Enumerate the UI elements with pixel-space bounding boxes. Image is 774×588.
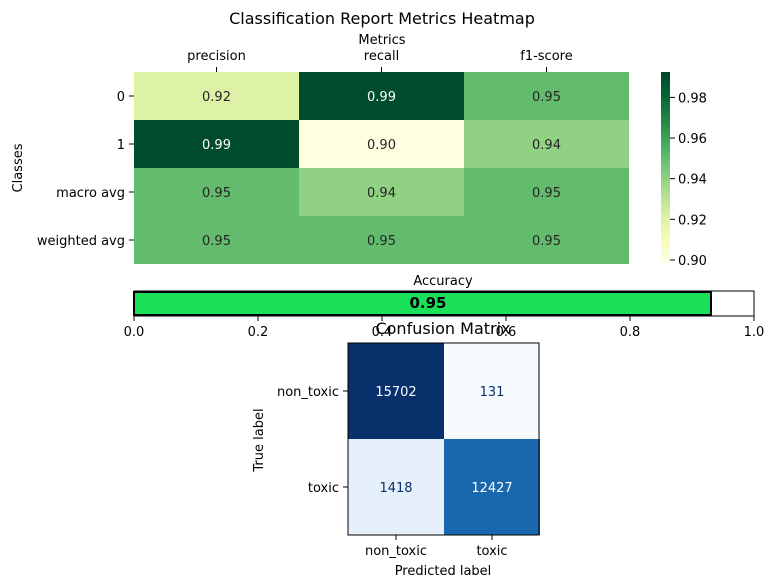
confusion-matrix-y-tick-label: non_toxic — [277, 385, 339, 400]
accuracy-x-tick-label: 0.2 — [248, 325, 269, 340]
heatmap-cell — [299, 216, 464, 264]
confusion-matrix: 15702 131 1418 12427 Confusion Matrix non_t… — [252, 319, 540, 579]
colorbar-tick-label: 0.94 — [678, 173, 707, 188]
heatmap-column-ticks: precision recall f1-score — [187, 49, 573, 72]
heatmap-x-axis-label: Metrics — [358, 33, 405, 48]
heatmap-cell — [134, 72, 299, 120]
heatmap-cell — [464, 216, 629, 264]
confusion-matrix-x-tick-label: toxic — [476, 544, 507, 559]
heatmap-row-ticks: 0 1 macro avg weighted avg — [37, 90, 134, 249]
heatmap-row-label: macro avg — [56, 186, 125, 201]
accuracy-value-label: 0.95 — [409, 294, 446, 312]
accuracy-x-tick-label: 0.0 — [124, 325, 145, 340]
accuracy-x-tick-label: 0.4 — [372, 325, 393, 340]
confusion-matrix-y-tick-label: toxic — [308, 481, 339, 496]
confusion-matrix-y-axis-label: True label — [252, 408, 267, 472]
heatmap-cell-label: 0.99 — [202, 138, 231, 153]
confusion-matrix-cell — [348, 343, 444, 439]
heatmap-cell — [299, 72, 464, 120]
confusion-matrix-x-tick-label: non_toxic — [365, 544, 427, 559]
confusion-matrix-cell-label: 131 — [480, 385, 505, 400]
confusion-matrix-title: Confusion Matrix — [375, 319, 510, 338]
confusion-matrix-frame — [347, 342, 540, 536]
heatmap-cell-label: 0.94 — [532, 138, 561, 153]
confusion-matrix-cell-label: 1418 — [379, 481, 412, 496]
accuracy-x-tick-label: 0.8 — [620, 325, 641, 340]
heatmap-cell-label: 0.90 — [367, 138, 396, 153]
confusion-matrix-cells: 15702 131 1418 12427 — [348, 343, 540, 535]
heatmap-row-label: weighted avg — [37, 234, 125, 249]
heatmap-cell-label: 0.95 — [532, 90, 561, 105]
confusion-matrix-cell — [348, 439, 444, 535]
heatmap-row-label: 1 — [117, 138, 125, 153]
heatmap-column-label: precision — [187, 49, 246, 64]
colorbar-tick-label: 0.98 — [678, 91, 707, 106]
colorbar-tick-label: 0.92 — [678, 213, 707, 228]
heatmap-cell — [464, 120, 629, 168]
colorbar-tick-label: 0.90 — [678, 254, 707, 269]
heatmap-cell-label: 0.95 — [532, 186, 561, 201]
confusion-matrix-cell-label: 12427 — [471, 481, 512, 496]
confusion-matrix-x-ticks: non_toxic toxic — [365, 535, 508, 559]
accuracy-bar — [133, 291, 712, 316]
heatmap-cell — [299, 168, 464, 216]
accuracy-chart: Accuracy 0.95 0.0 0.2 0.4 0.6 0.8 1.0 — [124, 274, 765, 340]
heatmap-y-axis-label: Classes — [11, 143, 26, 192]
heatmap-cell-label: 0.99 — [367, 90, 396, 105]
heatmap-colorbar — [661, 72, 670, 263]
heatmap-cell — [134, 216, 299, 264]
heatmap-cell-label: 0.95 — [202, 186, 231, 201]
heatmap-cell — [299, 120, 464, 168]
heatmap-column-label: f1-score — [520, 49, 572, 64]
accuracy-title: Accuracy — [413, 274, 473, 289]
accuracy-x-tick-label: 0.6 — [496, 325, 517, 340]
colorbar-tick-label: 0.96 — [678, 132, 707, 147]
heatmap-cell-label: 0.95 — [367, 234, 396, 249]
heatmap-colorbar-ticks: 0.90 0.92 0.94 0.96 0.98 — [670, 91, 707, 269]
accuracy-x-ticks: 0.0 0.2 0.4 0.6 0.8 1.0 — [124, 316, 765, 340]
heatmap-column-label: recall — [364, 49, 399, 64]
classification-heatmap: Classification Report Metrics Heatmap Me… — [11, 9, 707, 269]
confusion-matrix-cell — [444, 439, 540, 535]
heatmap-row-label: 0 — [117, 90, 125, 105]
confusion-matrix-x-axis-label: Predicted label — [395, 564, 492, 579]
confusion-matrix-cell — [444, 343, 540, 439]
heatmap-cells: 0.92 0.99 0.95 0.99 0.90 0.94 0.95 0.94 0.95 0.95… — [134, 72, 629, 264]
heatmap-cell — [464, 72, 629, 120]
heatmap-cell-label: 0.95 — [202, 234, 231, 249]
accuracy-x-tick-label: 1.0 — [744, 325, 765, 340]
heatmap-cell — [464, 168, 629, 216]
heatmap-cell-label: 0.92 — [202, 90, 231, 105]
heatmap-cell-label: 0.94 — [367, 186, 396, 201]
heatmap-title: Classification Report Metrics Heatmap — [229, 9, 535, 28]
heatmap-cell — [134, 168, 299, 216]
accuracy-bar-group — [133, 291, 712, 316]
heatmap-cell — [134, 120, 299, 168]
heatmap-cell-label: 0.95 — [532, 234, 561, 249]
confusion-matrix-cell-label: 15702 — [375, 385, 416, 400]
